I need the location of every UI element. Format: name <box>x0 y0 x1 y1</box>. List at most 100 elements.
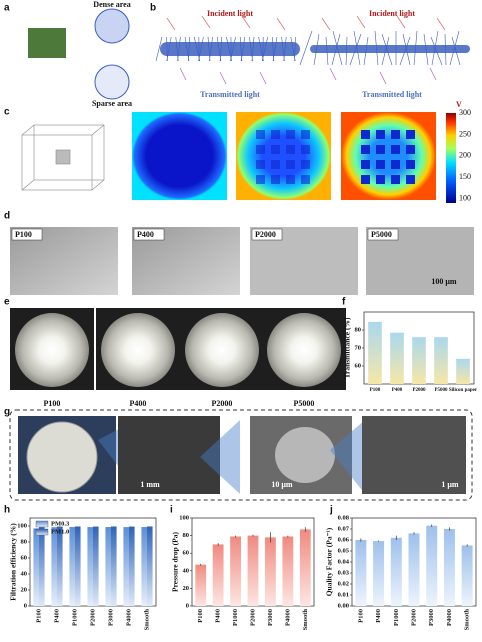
sample-label: P100 <box>15 230 32 239</box>
glow <box>15 313 89 387</box>
x-tick-label: P2000 <box>89 609 96 626</box>
bar <box>105 527 111 606</box>
glow <box>101 313 175 387</box>
cube <box>21 124 105 191</box>
heatmap <box>132 112 227 200</box>
bar <box>147 526 153 606</box>
label-box <box>251 228 283 241</box>
x-tick-label: P2000 <box>410 609 417 626</box>
sparse-sphere <box>94 64 130 100</box>
y-tick-label: 0.02 <box>338 580 349 587</box>
x-tick-label: P100 <box>35 609 42 623</box>
cell <box>301 130 310 139</box>
legend-swatch <box>35 528 49 536</box>
cell <box>361 130 370 139</box>
fiber <box>399 36 411 66</box>
sem-image <box>362 416 466 494</box>
x-tick-label: Smooth <box>143 609 150 631</box>
fiber <box>413 30 418 66</box>
bar <box>434 337 448 384</box>
colorbar <box>446 113 456 203</box>
frame <box>9 409 473 501</box>
y-tick-label: 40 <box>21 570 28 577</box>
x-tick-label: P1000 <box>71 609 78 626</box>
bar <box>93 526 99 606</box>
y-tick-label: 70 <box>355 344 362 351</box>
bar <box>456 358 470 384</box>
bar <box>212 544 224 606</box>
arrow <box>201 15 211 29</box>
x-tick-label: P100 <box>357 609 364 623</box>
cell <box>286 175 295 184</box>
zoom <box>330 420 365 494</box>
legend-label: PM0.3 <box>51 520 70 527</box>
panel-label: b <box>150 3 156 14</box>
panel-label: a <box>4 3 10 14</box>
cell <box>376 160 385 169</box>
legend-label: PM1.0 <box>51 528 69 535</box>
x-tick-label: P5000 <box>434 388 448 393</box>
fiber <box>240 36 246 62</box>
fiber <box>449 30 460 66</box>
incident-label: Incident light <box>207 9 253 18</box>
y-tick-label: 20 <box>183 585 190 592</box>
y-axis-label: Pressure drop (Pa) <box>171 532 180 592</box>
cell <box>391 145 400 154</box>
cell <box>406 175 415 184</box>
cell <box>406 160 415 169</box>
cell <box>256 175 265 184</box>
y-tick-label: 80 <box>21 538 28 545</box>
fiber <box>325 36 329 66</box>
fiber <box>363 36 369 66</box>
legend-swatch <box>35 520 49 528</box>
bar <box>51 527 57 606</box>
panel-label: d <box>4 211 10 222</box>
filter <box>26 421 98 493</box>
x-tick-label: P1000 <box>232 609 239 626</box>
bar <box>390 537 402 606</box>
colorbar-tick-label: 150 <box>459 172 471 181</box>
scale-bar-label: 1 mm <box>140 480 160 489</box>
fiber <box>381 33 393 66</box>
fiber <box>331 33 341 66</box>
cell <box>361 160 370 169</box>
cell <box>391 130 400 139</box>
fiber <box>349 33 362 66</box>
arrow <box>321 17 331 31</box>
y-tick-label: 0.05 <box>338 547 350 554</box>
panel-label: i <box>170 505 173 516</box>
fiber <box>431 30 439 66</box>
panel-label: g <box>4 407 10 418</box>
y-tick-label: 80 <box>183 532 190 539</box>
bar <box>368 321 382 384</box>
fiber-sparse <box>310 45 470 53</box>
bar <box>33 528 39 606</box>
bar <box>123 527 129 606</box>
arrow <box>276 17 286 31</box>
fiber <box>209 36 213 62</box>
transmitted-label: Transmitted light <box>200 90 260 99</box>
x-tick-label: P400 <box>215 609 222 623</box>
x-tick-label: Smooth <box>464 609 471 631</box>
x-tick-label: P2000 <box>249 609 256 626</box>
arrow <box>179 67 187 81</box>
arrow <box>379 71 387 85</box>
sample-label: P5000 <box>371 230 392 239</box>
fiber <box>313 33 320 66</box>
bar <box>373 541 385 606</box>
cell <box>301 160 310 169</box>
fiber <box>381 36 390 66</box>
y-tick-label: 60 <box>355 362 362 369</box>
cell <box>361 175 370 184</box>
bar <box>412 337 426 384</box>
cell <box>271 145 280 154</box>
arrow <box>166 17 176 31</box>
dense-sphere <box>94 8 130 44</box>
bar <box>39 527 45 606</box>
fiber <box>294 36 296 62</box>
x-tick-label: P1000 <box>393 609 400 626</box>
cell <box>271 160 280 169</box>
panels: Dense area Sparse area Incident light In… <box>9 0 474 501</box>
y-tick-label: 100 <box>179 514 189 521</box>
